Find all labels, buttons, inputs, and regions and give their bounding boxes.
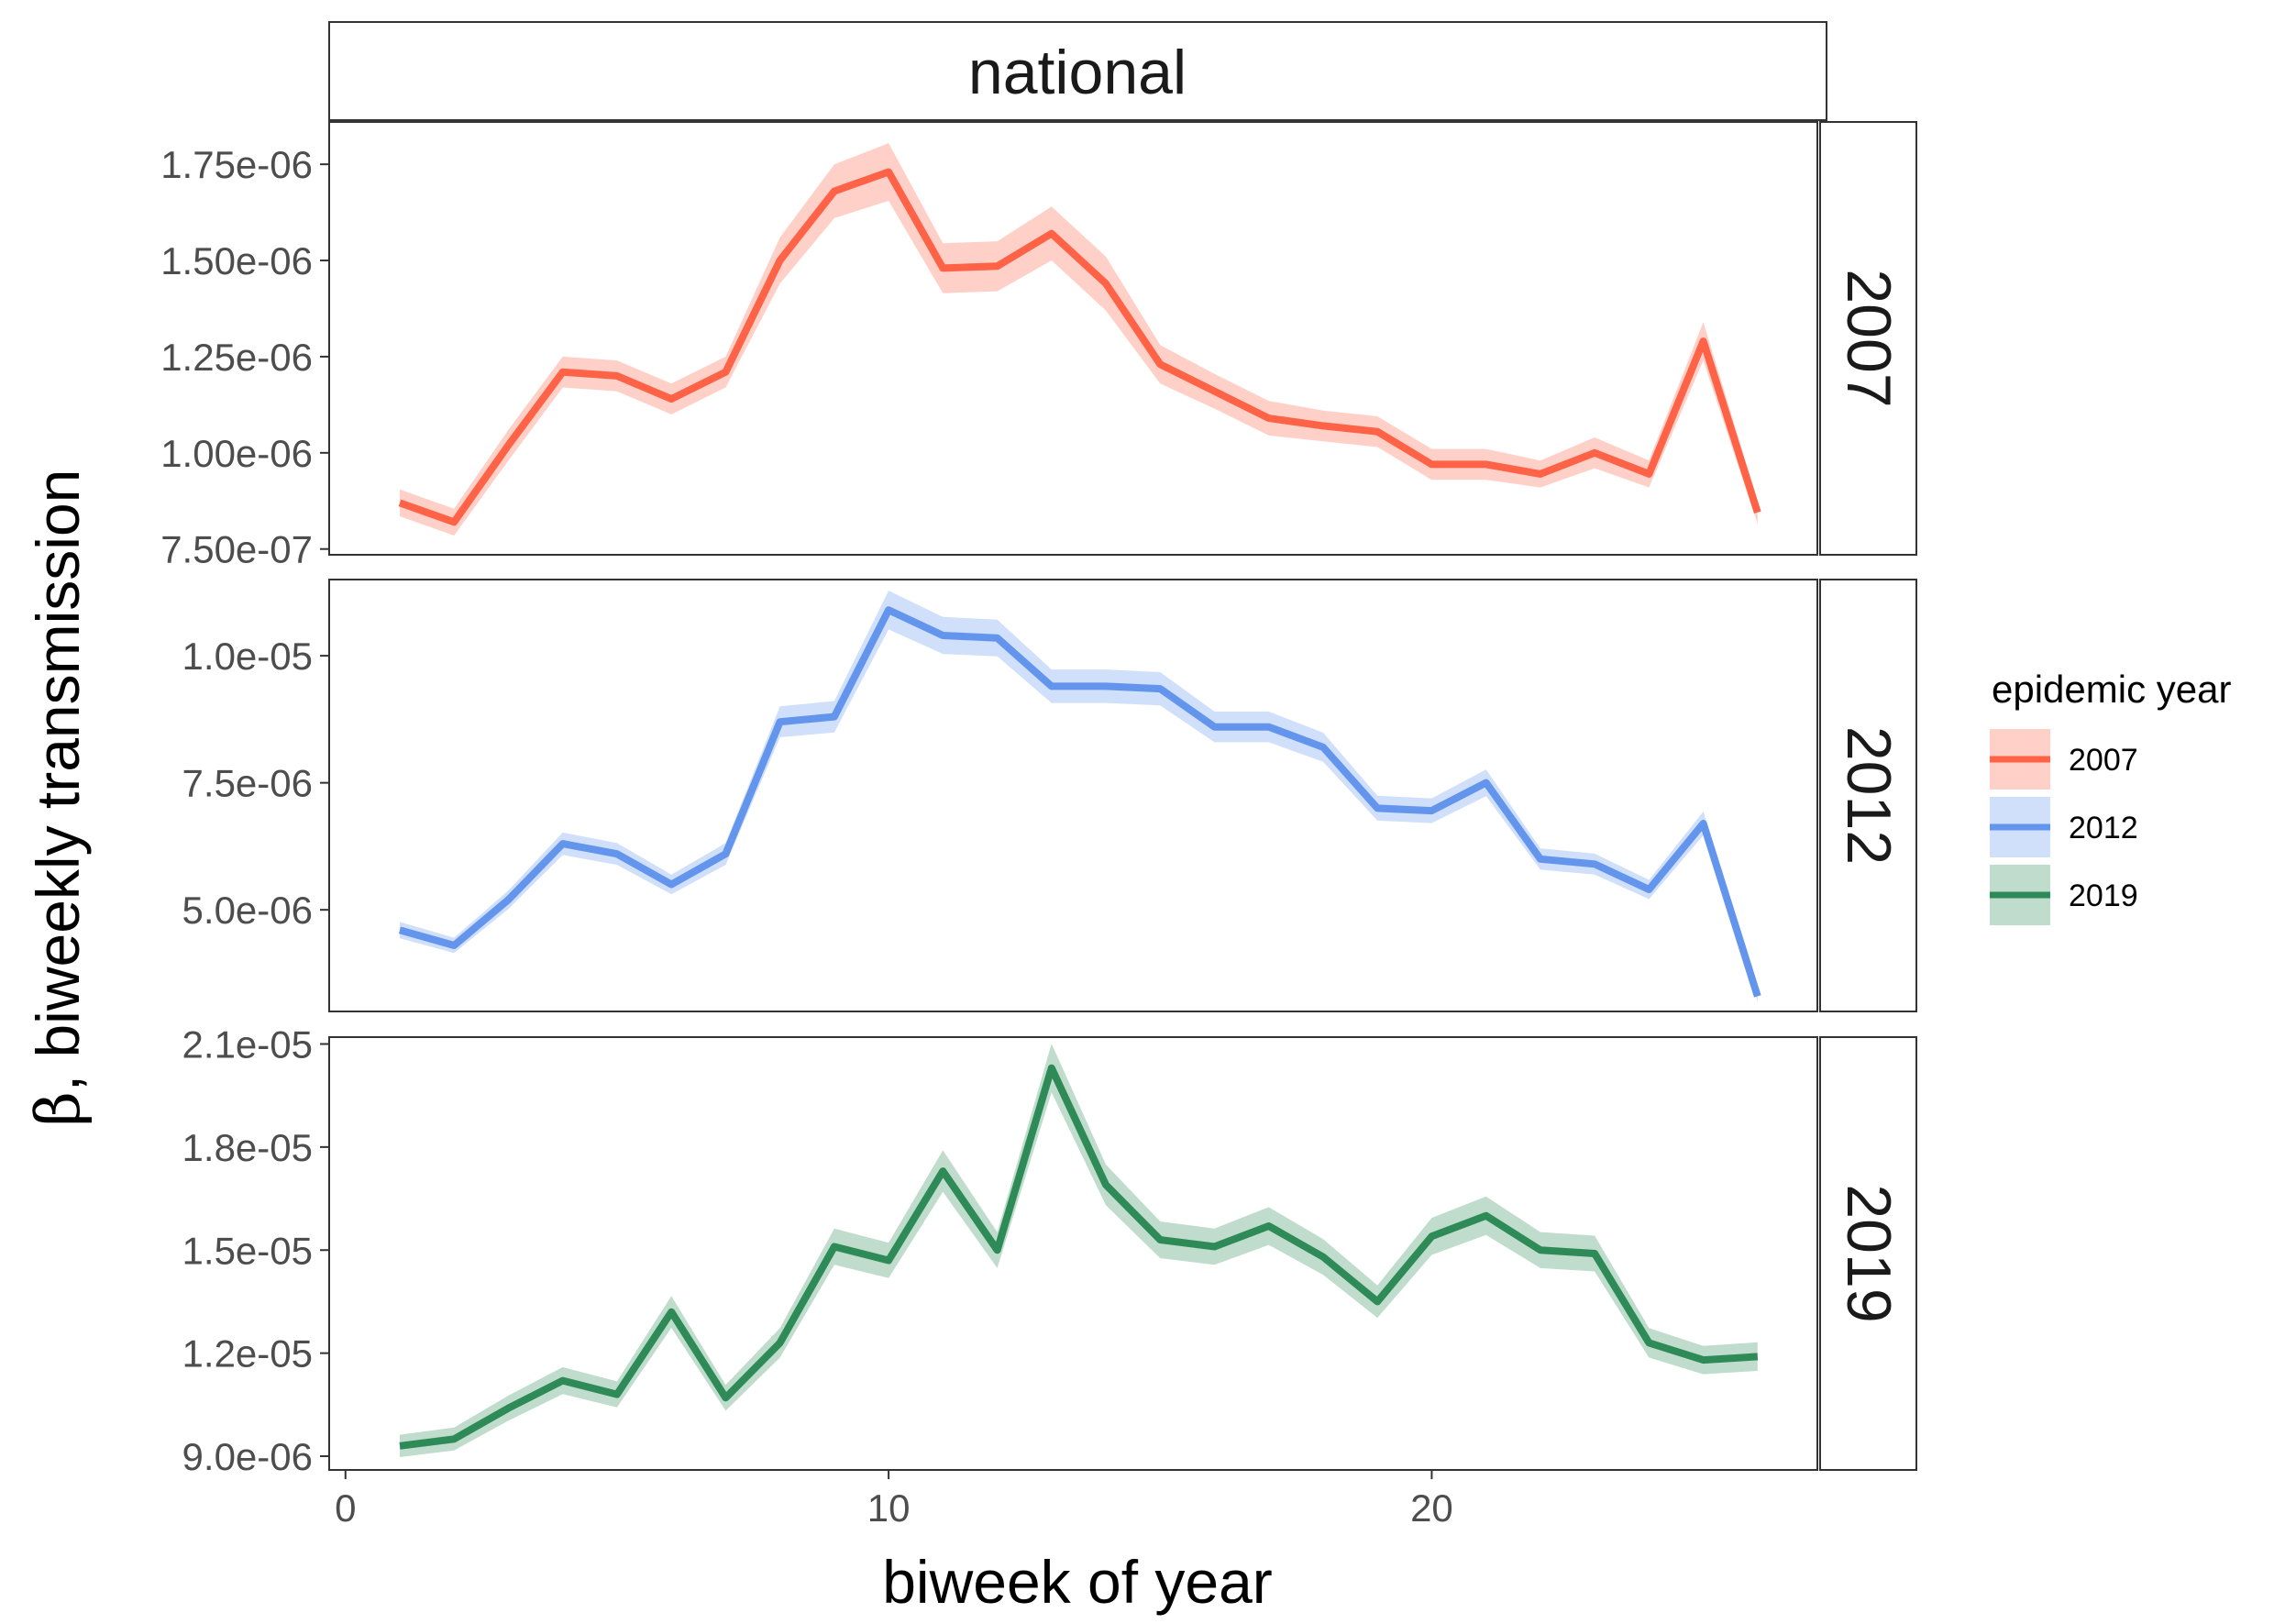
legend-label-2012: 2012 [2069,811,2138,845]
facet-title: national [968,38,1187,107]
series-line-2012 [398,606,1761,998]
panel-2007: 2007 7.50e-07 1.00e-06 1.25e-06 1.50e-06 1.75… [160,121,1917,571]
legend-label-2019: 2019 [2069,878,2138,913]
y-axis-title: β, biweekly transmission [23,470,94,1127]
y-tick-label: 2.1e-05 [182,1022,313,1066]
legend-label-2007: 2007 [2069,743,2138,778]
panel-frame-2012 [328,579,1818,1012]
facet-strip-frame [328,21,1827,121]
x-tick-label: 0 [335,1486,356,1530]
legend-title: epidemic year [1992,668,2231,711]
facet-strip-top: national [328,21,1827,121]
y-tick-label: 1.0e-05 [182,635,313,678]
y-tick-label: 5.0e-06 [182,889,313,932]
x-axis-title: biweek of year [882,1548,1273,1616]
facet-strip-label-2012: 2012 [1834,726,1904,865]
y-tick-label: 1.5e-05 [182,1229,313,1272]
panel-frame-2019 [328,1036,1818,1471]
y-tick-label: 1.2e-05 [182,1332,313,1375]
y-tick-label: 1.75e-06 [160,143,313,186]
y-tick-label: 9.0e-06 [182,1435,313,1478]
y-tick-label: 7.50e-07 [160,528,313,571]
facet-strip-label-2007: 2007 [1834,269,1904,407]
series-line-2019 [399,1064,1759,1450]
facet-strip-2019 [1819,1036,1917,1471]
y-tick-label: 1.8e-05 [182,1126,313,1169]
panel-frame-2007 [328,121,1818,556]
x-tick-label: 10 [867,1486,911,1530]
facet-strip-2007 [1819,121,1917,556]
x-axis: 0 10 20 [335,1470,1453,1530]
confidence-ribbon-2012 [400,591,1758,1002]
legend-item-2012: 2012 [1990,797,2138,857]
series-line-2007 [398,168,1761,526]
y-tick-label: 7.5e-06 [182,762,313,805]
legend: epidemic year 2007 2012 2019 [1990,668,2231,925]
legend-item-2019: 2019 [1990,865,2138,925]
y-tick-label: 1.00e-06 [160,432,313,475]
panel-2012: 2012 5.0e-06 7.5e-06 1.0e-05 [182,579,1917,1012]
y-axis-title-text: , biweekly transmission [24,470,92,1092]
facet-strip-label-2019: 2019 [1834,1184,1904,1322]
y-axis-title-greek: β [23,1091,94,1126]
legend-item-2007: 2007 [1990,729,2138,790]
y-tick-label: 1.25e-06 [160,336,313,379]
panel-2019: 2019 9.0e-06 1.2e-05 1.5e-05 1.8e-05 2.1e-05 [182,1022,1917,1478]
y-tick-label: 1.50e-06 [160,239,313,282]
facet-strip-2012 [1819,579,1917,1012]
x-tick-label: 20 [1410,1486,1453,1530]
panels: 2007 7.50e-07 1.00e-06 1.25e-06 1.50e-06 1.75… [160,121,1917,1478]
